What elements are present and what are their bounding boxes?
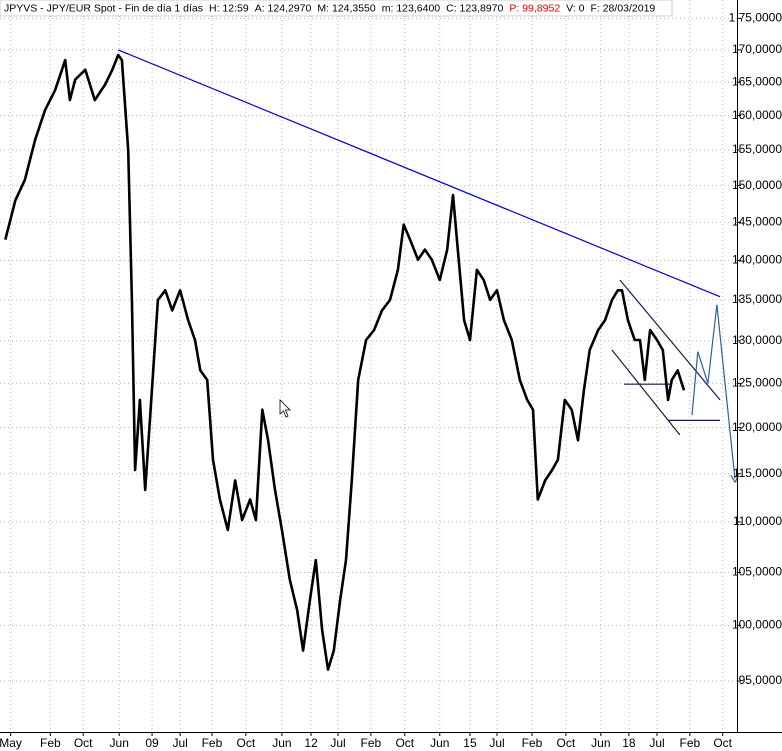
- x-tick-label: 12: [304, 736, 318, 750]
- x-tick-label: Jun: [110, 736, 129, 750]
- y-tick-label: 120,0000: [732, 420, 782, 434]
- x-tick-label: Oct: [713, 736, 732, 750]
- x-tick-label: Feb: [202, 736, 223, 750]
- x-tick-label: May: [0, 736, 22, 750]
- y-tick-label: 150,0000: [732, 178, 782, 192]
- x-tick-label: Jun: [430, 736, 449, 750]
- x-tick-label: Feb: [361, 736, 382, 750]
- header-stat: A: 124,2970: [255, 2, 312, 14]
- y-tick-label: 95,0000: [739, 673, 782, 687]
- projection-arrow: [691, 304, 735, 479]
- x-tick-label: 09: [145, 736, 159, 750]
- plot: [4, 49, 735, 671]
- x-tick-label: Jun: [591, 736, 610, 750]
- header-stat: P: 99,8952: [509, 2, 560, 14]
- x-tick-label: Oct: [74, 736, 93, 750]
- header-stat: M: 124,3550: [317, 2, 376, 14]
- y-tick-label: 100,0000: [732, 618, 782, 632]
- y-tick-label: 140,0000: [732, 253, 782, 267]
- header-stat: m: 123,6400: [382, 2, 441, 14]
- x-tick-label: Feb: [680, 736, 701, 750]
- axes: 95,0000 100,0000 105,0000 110,0000 115,0000 1…: [0, 11, 782, 751]
- x-tick-label: Jul: [489, 736, 504, 750]
- y-tick-label: 105,0000: [732, 565, 782, 579]
- y-tick-label: 1 75,0000: [729, 11, 782, 25]
- y-tick-label: 165,0000: [732, 74, 782, 88]
- y-tick-label: 125,0000: [732, 376, 782, 390]
- y-tick-label: 110,0000: [733, 514, 782, 528]
- x-tick-label: Oct: [237, 736, 256, 750]
- header: JPYVS - JPY/EUR Spot - Fin de día 1 días…: [4, 2, 655, 14]
- y-tick-label: 130,0000: [732, 333, 782, 347]
- x-tick-label: Feb: [40, 736, 61, 750]
- x-tick-label: Oct: [557, 736, 576, 750]
- y-tick-label: 135,0000: [732, 292, 782, 306]
- x-tick-label: Jul: [172, 736, 187, 750]
- y-tick-label: 160,0000: [732, 108, 782, 122]
- y-tick-label: 115,0000: [733, 466, 782, 480]
- x-tick-label: Jun: [272, 736, 291, 750]
- grid: [0, 0, 737, 730]
- x-tick-label: 18: [622, 736, 636, 750]
- trend-line: [117, 49, 721, 298]
- x-tick-label: Jul: [649, 736, 664, 750]
- x-tick-label: Feb: [522, 736, 543, 750]
- x-tick-label: Oct: [395, 736, 414, 750]
- y-tick-label: 155,0000: [732, 142, 782, 156]
- header-title: JPYVS - JPY/EUR Spot - Fin de día 1 días: [4, 2, 203, 14]
- price-line: [4, 53, 686, 671]
- header-stat: V: 0: [566, 2, 584, 14]
- y-tick-label: 145,0000: [732, 215, 782, 229]
- header-stat: C: 123,8970: [446, 2, 503, 14]
- header-box: [0, 0, 673, 17]
- header-stat: H: 12:59: [209, 2, 249, 14]
- trend-line: [619, 279, 721, 401]
- y-tick-label: 170,0000: [732, 42, 782, 56]
- header-stat: F: 28/03/2019: [590, 2, 655, 14]
- x-tick-label: 15: [463, 736, 477, 750]
- x-tick-label: Jul: [330, 736, 345, 750]
- mouse-cursor: [279, 399, 291, 418]
